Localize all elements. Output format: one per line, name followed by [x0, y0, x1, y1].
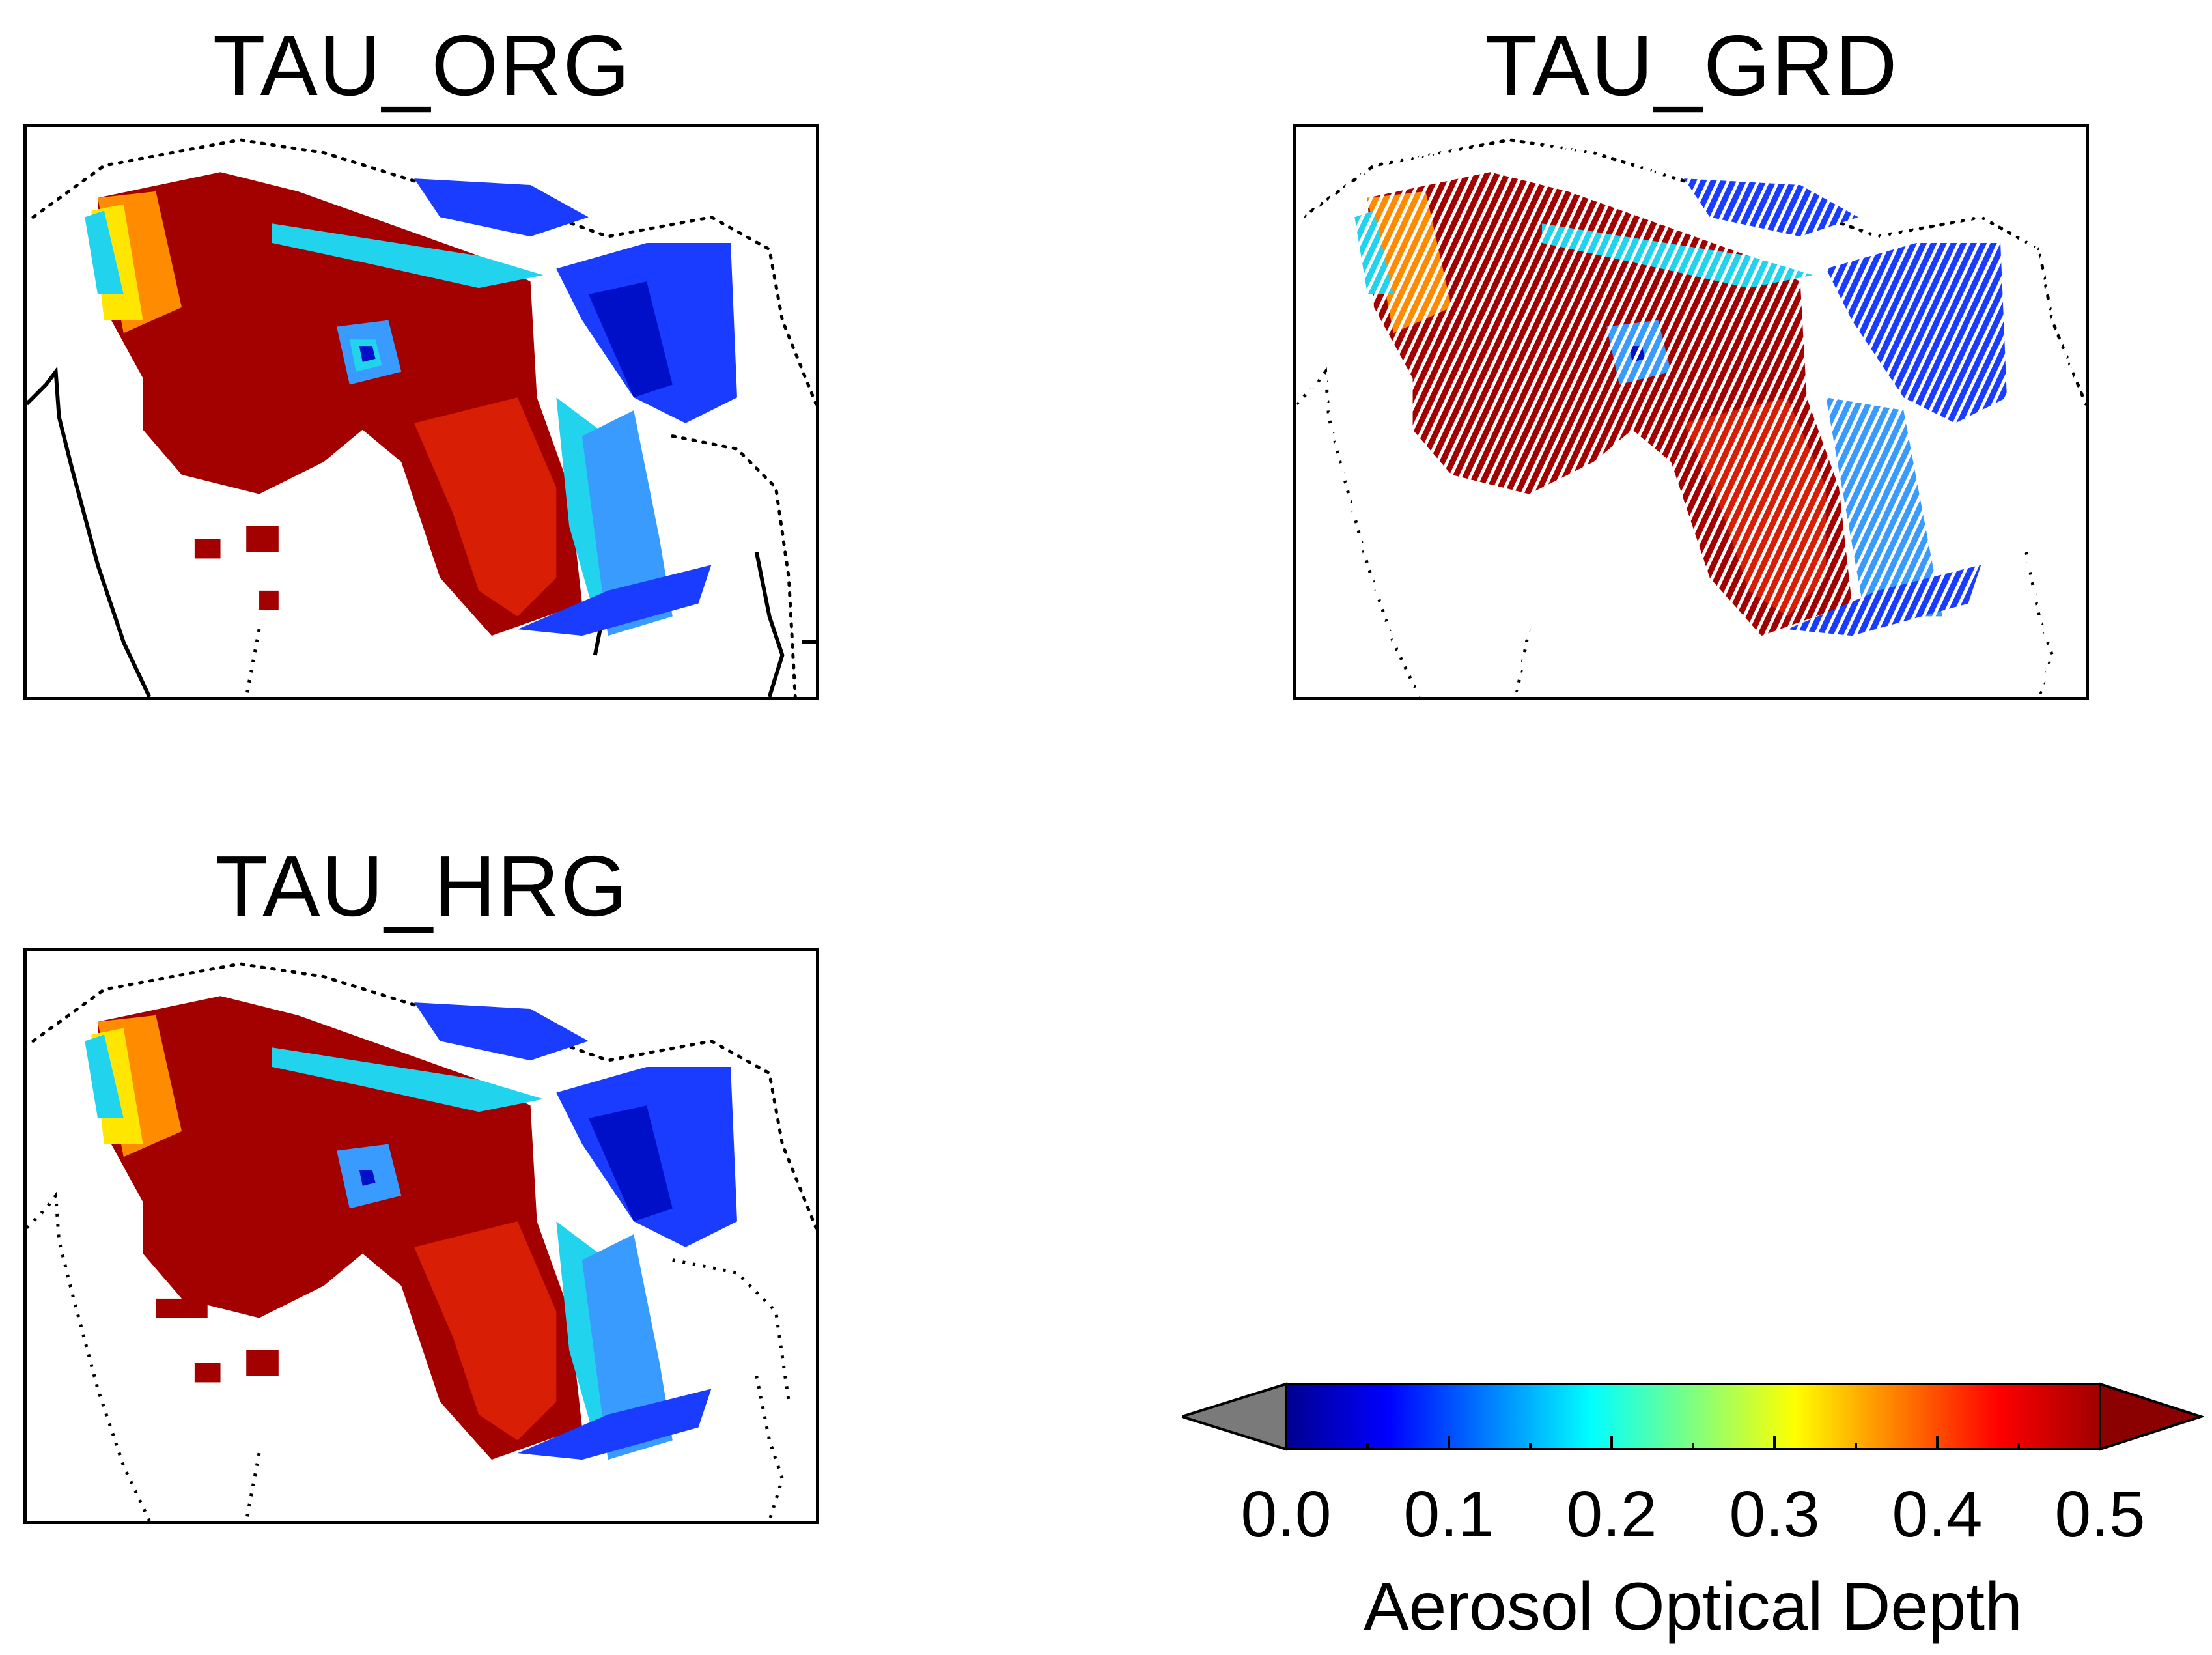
coastline: [27, 366, 152, 697]
country-border: [27, 1191, 151, 1521]
colorbar-tick-label: 0.1: [1403, 1478, 1494, 1551]
aod-field-blue: [517, 1389, 712, 1460]
panel-title-grd: TAU_GRD: [1485, 18, 1899, 113]
aod-field-red: [414, 1221, 557, 1441]
aod-field-dark-red: [194, 1363, 221, 1383]
aod-field-dark-red: [156, 1298, 208, 1318]
aod-field-cyan: [272, 223, 544, 289]
aod-field-blue: [414, 178, 589, 237]
country-border: [671, 434, 797, 697]
aod-field-navy: [588, 1105, 673, 1222]
map-panel-grd: [1293, 124, 2089, 700]
map-hrg-svg: [27, 962, 816, 1521]
aod-field-light-blue: [581, 1234, 673, 1460]
aod-field-navy: [588, 281, 673, 398]
colorbar-svg: [1177, 1382, 2205, 1451]
colorbar-tick-label: 0.5: [2054, 1478, 2146, 1551]
colorbar-over-triangle: [2099, 1382, 2205, 1451]
aod-field-cyan: [272, 1047, 544, 1112]
coastline: [754, 551, 816, 697]
map-grd-svg: [1296, 127, 2086, 697]
colorbar: [1177, 1381, 2205, 1452]
aod-field-cyan: [85, 1034, 124, 1119]
aod-field-dark-red: [246, 1350, 279, 1376]
country-border: [244, 1258, 791, 1521]
map-org-svg: [27, 138, 816, 697]
aod-field-navy: [359, 346, 376, 362]
aod-field-light-blue: [581, 410, 673, 636]
aod-field-red: [414, 397, 557, 617]
aod-field-dark-red: [259, 590, 279, 610]
map-panel-org: [23, 124, 819, 700]
aod-field-blue: [414, 1002, 589, 1061]
aod-field-blue: [517, 565, 712, 636]
colorbar-tick-label: 0.0: [1240, 1478, 1332, 1551]
colorbar-under-triangle: [1177, 1382, 1287, 1451]
colorbar-tick-label: 0.4: [1892, 1478, 1983, 1551]
colorbar-tick-label: 0.2: [1566, 1478, 1657, 1551]
panel-title-org: TAU_ORG: [212, 18, 632, 113]
colorbar-label: Aerosol Optical Depth: [1364, 1569, 2023, 1645]
panel-title-hrg: TAU_HRG: [215, 838, 629, 934]
aod-field-navy: [359, 1170, 376, 1186]
aod-field-dark-red: [194, 539, 221, 559]
swath-gaps: [1296, 127, 2086, 697]
aod-field-cyan: [85, 210, 124, 295]
aod-field-dark-red: [246, 526, 279, 552]
state-border: [244, 460, 545, 697]
map-panel-hrg: [23, 948, 819, 1524]
colorbar-tick-label: 0.3: [1729, 1478, 1820, 1551]
colorbar-gradient: [1285, 1383, 2101, 1450]
